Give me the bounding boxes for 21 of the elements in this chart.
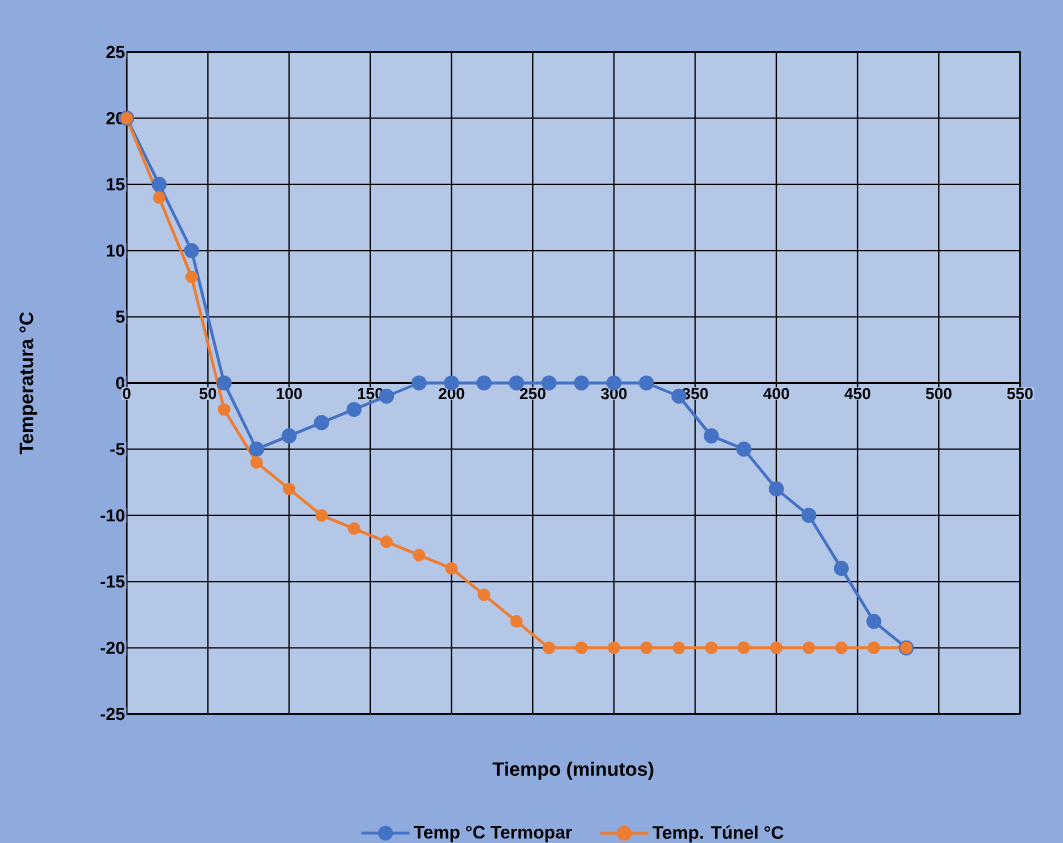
y-tick-label: 25: [106, 45, 125, 59]
y-tick-label: 0: [116, 376, 125, 390]
y-tick-label: 15: [106, 178, 125, 191]
y-tick-label: -15: [100, 575, 125, 588]
y-tick-label: 10: [106, 244, 125, 257]
x-tick-label: 450: [844, 387, 871, 400]
y-tick-label: -5: [110, 443, 125, 456]
y-tick-label: -20: [100, 641, 125, 654]
x-tick-label: 400: [763, 387, 790, 400]
y-tick-label: -25: [100, 707, 125, 721]
x-tick-label: 250: [519, 387, 546, 400]
legend-label: Temp. Túnel °C: [652, 825, 784, 843]
y-tick-label: 5: [115, 310, 125, 323]
x-tick-label: 100: [276, 387, 302, 400]
x-tick-label: 50: [199, 387, 217, 400]
x-tick-label: 550: [1007, 387, 1033, 400]
x-axis-title: Tiempo (minutos): [492, 761, 654, 780]
y-axis-title: Temperatura °C: [19, 312, 38, 455]
legend-label: Temp °C Termopar: [413, 825, 572, 843]
x-tick-label: 500: [925, 387, 952, 400]
y-tick-label: -10: [100, 509, 125, 522]
